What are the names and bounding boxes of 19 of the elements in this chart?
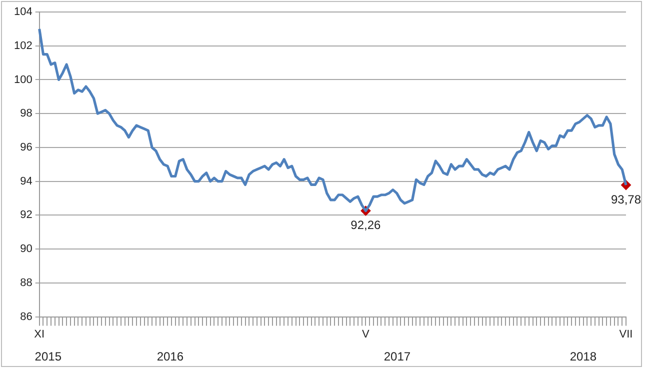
x-tick-label: VII [619,328,633,340]
y-tick-label: 104 [14,6,32,18]
text: 2018 [570,349,597,364]
y-tick-label: 88 [20,276,32,289]
y-tick-label: 94 [20,175,32,188]
y-tick-label: 86 [20,310,32,323]
y-tick-label: 96 [20,142,32,154]
annotation: 93,78 [610,192,642,206]
y-tick-label: 100 [14,74,32,86]
text: 2015 [34,349,62,364]
y-tick-label: 92 [20,209,32,222]
y-tick-label: 102 [14,40,32,52]
annotation: 92,26 [350,218,382,232]
text: 2017 [384,349,411,364]
y-tick-label: 90 [20,243,32,256]
text: 2016 [156,349,184,364]
y-tick-label: 98 [20,108,32,120]
x-tick-label: XI [34,328,45,340]
x-tick-label: V [362,328,370,340]
